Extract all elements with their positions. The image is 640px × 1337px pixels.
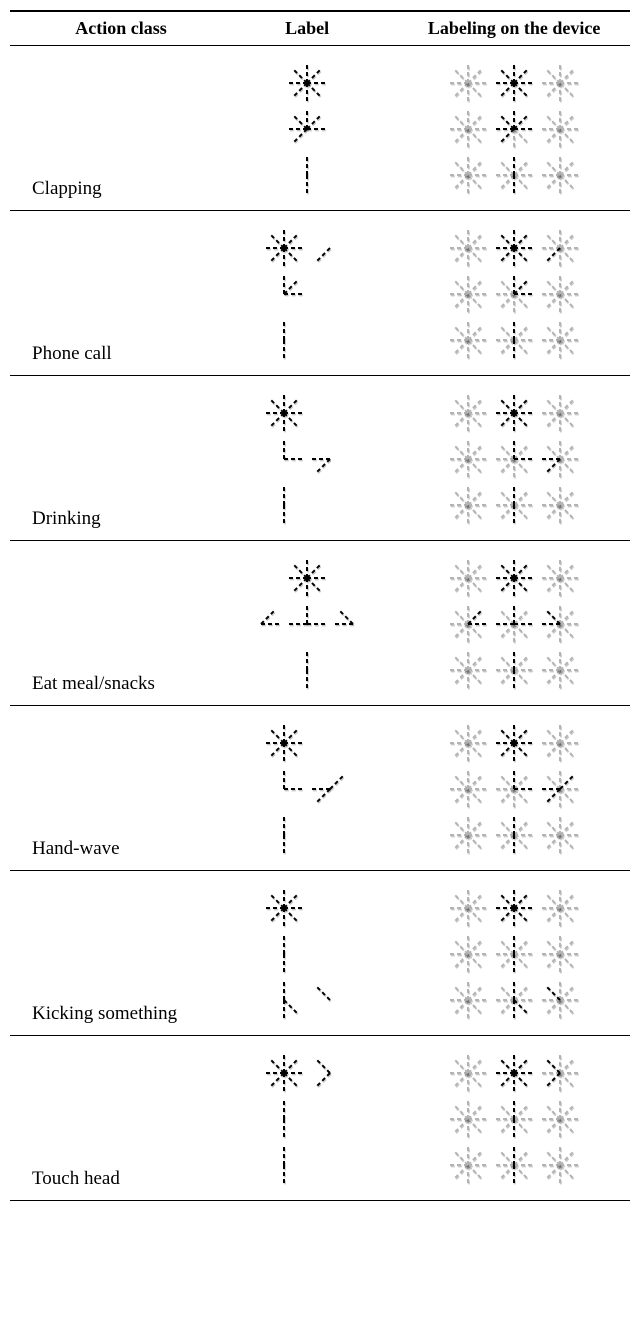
table-row: Drinking <box>10 376 630 541</box>
table-body: ClappingPhone callDrinkingEat meal/snack… <box>10 46 630 1201</box>
device-cell <box>398 211 630 376</box>
label-cell <box>216 1036 398 1201</box>
table-row: Clapping <box>10 46 630 211</box>
table-row: Phone call <box>10 211 630 376</box>
header-label: Label <box>216 11 398 46</box>
device-grid <box>441 551 587 697</box>
label-cell <box>216 211 398 376</box>
device-grid <box>441 881 587 1027</box>
action-name: Eat meal/snacks <box>10 541 216 706</box>
label-cell <box>216 541 398 706</box>
label-cell <box>216 871 398 1036</box>
device-grid <box>441 386 587 532</box>
label-glyph <box>280 56 334 202</box>
table-header-row: Action class Label Labeling on the devic… <box>10 11 630 46</box>
device-cell <box>398 1036 630 1201</box>
device-cell <box>398 541 630 706</box>
header-device: Labeling on the device <box>398 11 630 46</box>
device-grid <box>441 716 587 862</box>
label-glyph <box>257 386 357 532</box>
label-cell <box>216 46 398 211</box>
action-name: Phone call <box>10 211 216 376</box>
device-grid <box>441 56 587 202</box>
device-grid <box>441 1046 587 1192</box>
label-glyph <box>257 1046 357 1192</box>
header-action-class: Action class <box>10 11 216 46</box>
table-row: Hand-wave <box>10 706 630 871</box>
device-cell <box>398 46 630 211</box>
action-name: Drinking <box>10 376 216 541</box>
table-row: Eat meal/snacks <box>10 541 630 706</box>
device-cell <box>398 376 630 541</box>
device-cell <box>398 706 630 871</box>
label-cell <box>216 376 398 541</box>
table-row: Touch head <box>10 1036 630 1201</box>
table-row: Kicking something <box>10 871 630 1036</box>
label-cell <box>216 706 398 871</box>
action-name: Hand-wave <box>10 706 216 871</box>
label-glyph <box>257 221 357 367</box>
label-glyph <box>257 881 357 1027</box>
label-glyph <box>234 551 380 697</box>
action-name: Touch head <box>10 1036 216 1201</box>
action-name: Kicking something <box>10 871 216 1036</box>
device-cell <box>398 871 630 1036</box>
actions-table: Action class Label Labeling on the devic… <box>10 10 630 1201</box>
device-grid <box>441 221 587 367</box>
action-name: Clapping <box>10 46 216 211</box>
label-glyph <box>257 716 357 862</box>
